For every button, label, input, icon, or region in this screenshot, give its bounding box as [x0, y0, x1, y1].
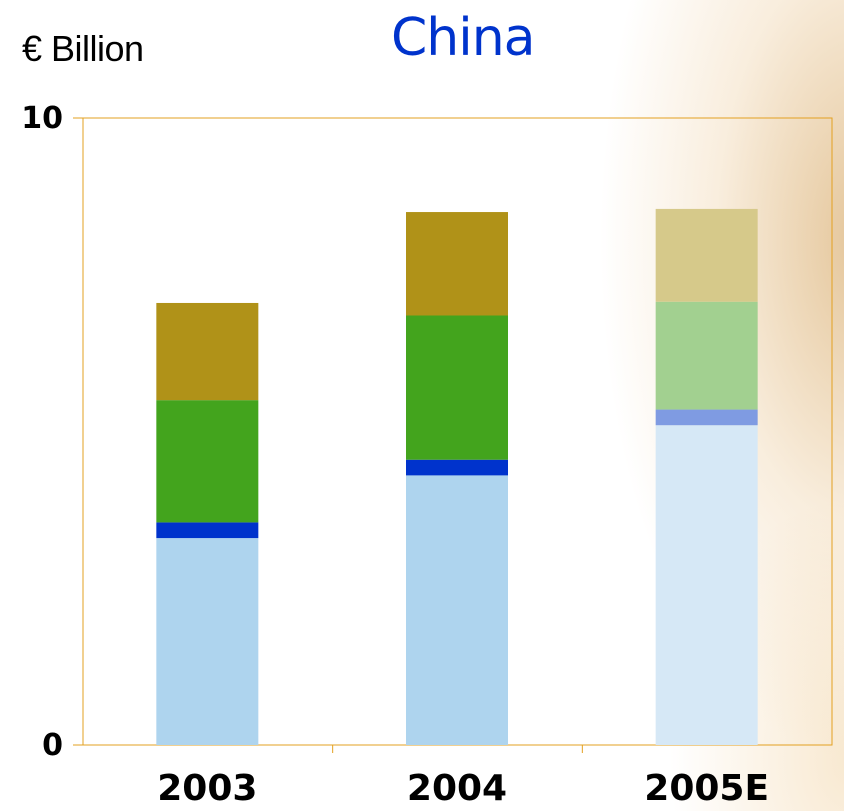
y-tick-label: 10: [21, 101, 63, 136]
bar-segment-2004-2: [406, 459, 508, 476]
x-tick-label: 2004: [407, 768, 507, 809]
bar-segment-2005E-3: [655, 301, 758, 410]
bar-segment-2005E-2: [655, 409, 758, 426]
bar-segment-2004-4: [406, 212, 508, 316]
x-tick-label: 2005E: [644, 768, 769, 809]
bar-segment-2004-3: [406, 315, 508, 460]
x-tick-label: 2003: [157, 768, 257, 809]
bar-segment-2005E-1: [655, 425, 758, 745]
bar-segment-2003-1: [156, 538, 259, 745]
bar-segment-2004-1: [406, 475, 508, 745]
chart-title: China: [391, 8, 536, 68]
bar-segment-2003-2: [156, 522, 259, 539]
y-tick-label: 0: [42, 728, 63, 763]
bar-segment-2003-4: [156, 302, 259, 401]
unit-label: € Billion: [22, 28, 144, 69]
bar-segment-2005E-4: [655, 208, 758, 302]
bar-segment-2003-3: [156, 400, 259, 523]
